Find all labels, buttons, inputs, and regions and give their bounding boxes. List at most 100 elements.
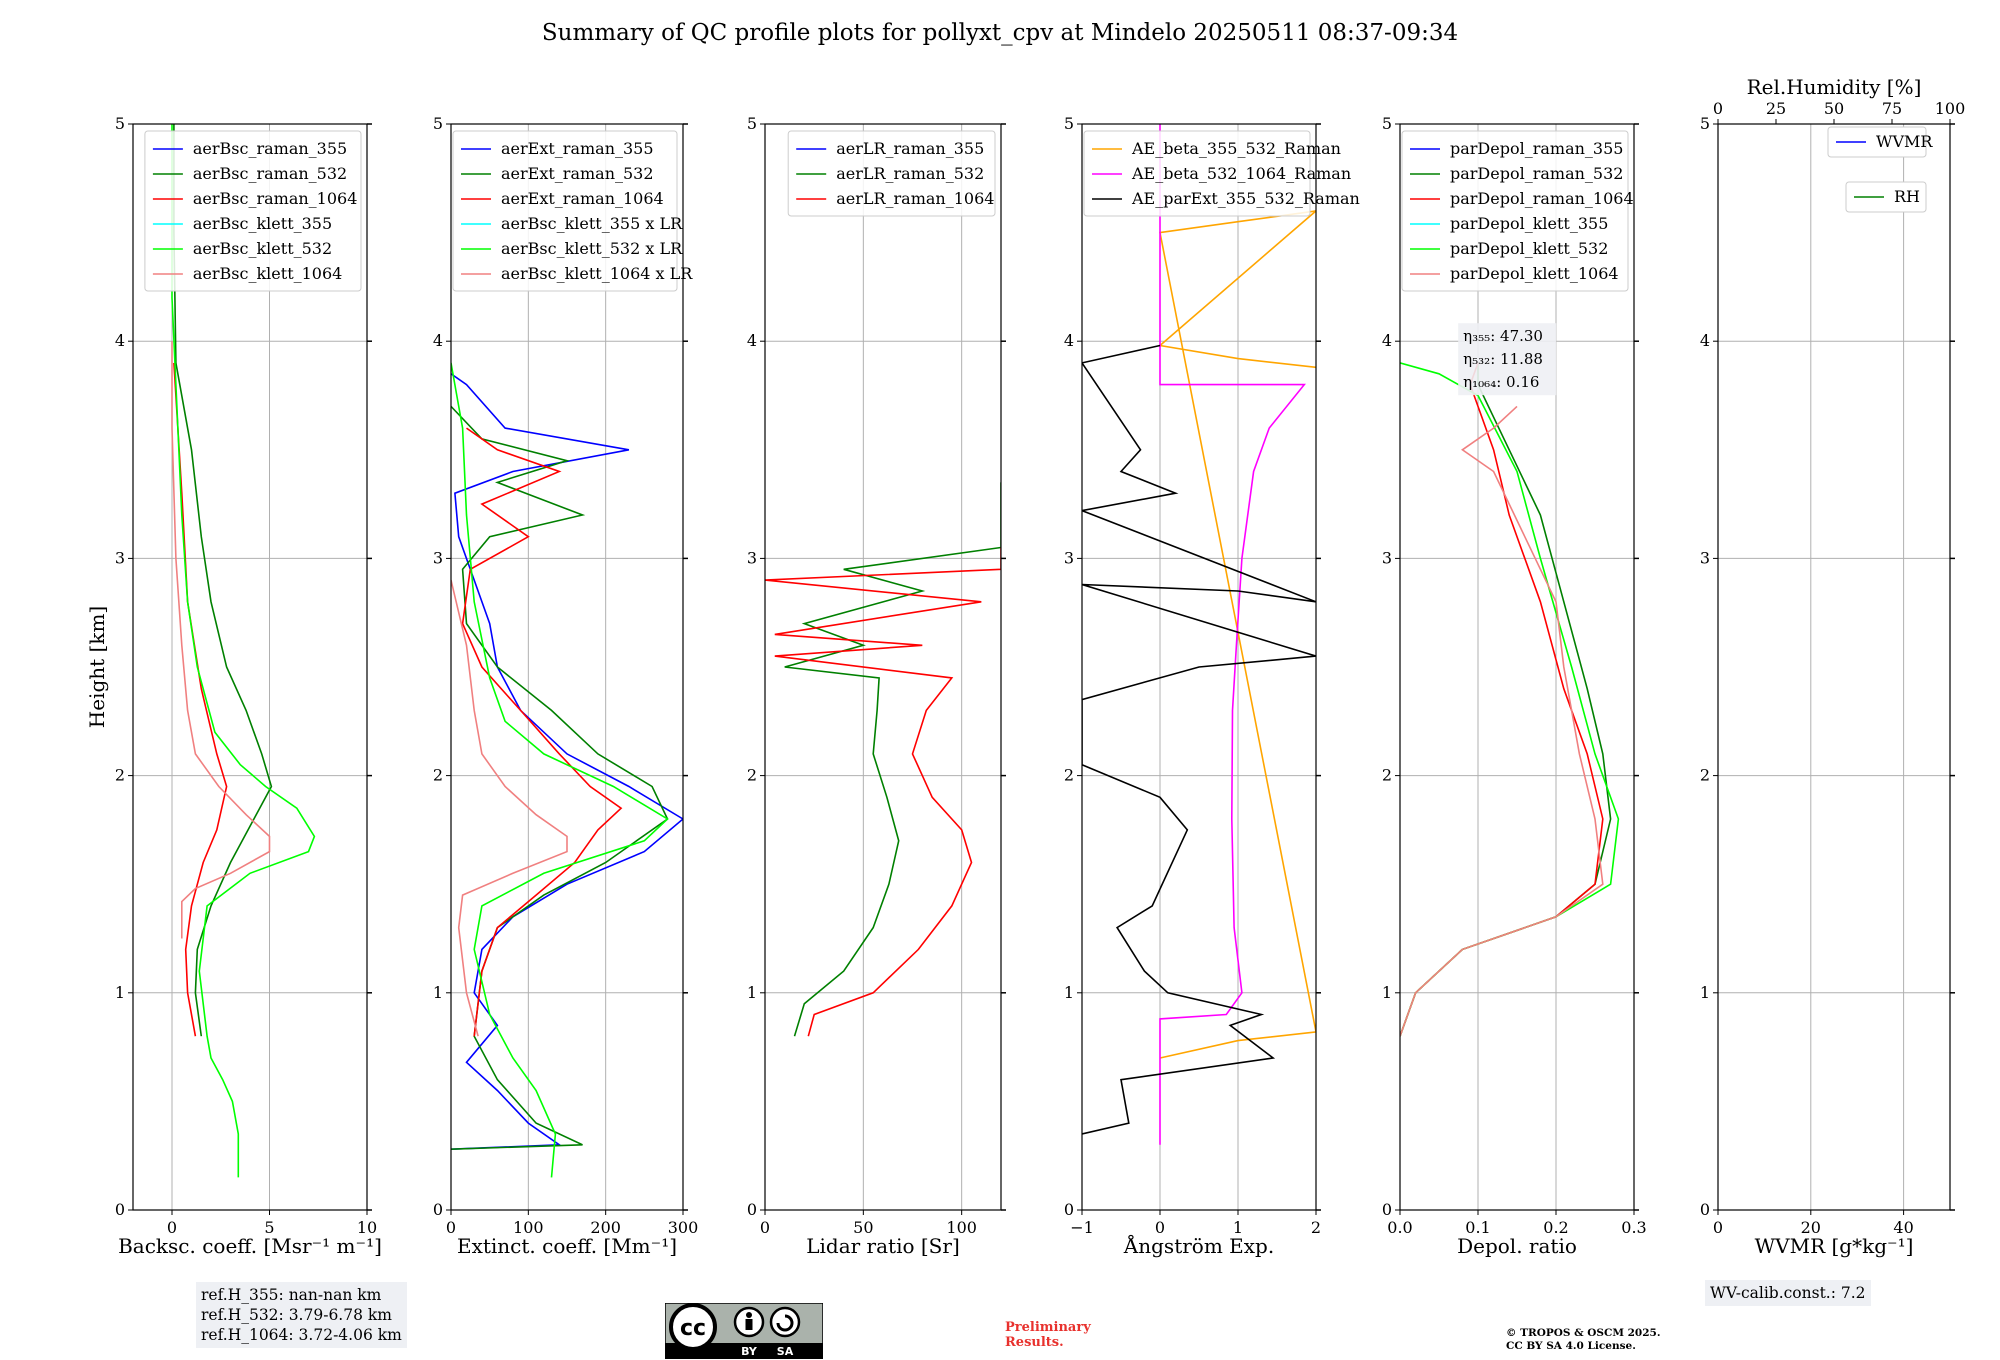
axes-frame bbox=[132, 123, 368, 1211]
svg-text:cc: cc bbox=[680, 1316, 706, 1341]
x-axis-label: Extinct. coeff. [Mm⁻¹] bbox=[457, 1234, 677, 1258]
y-tick-label: 0 bbox=[1064, 1200, 1074, 1219]
series-line-aerExt_raman_1064 bbox=[461, 427, 623, 1037]
series-line-aerExt_raman_355 bbox=[451, 373, 683, 1150]
x-tick-label: 2 bbox=[1311, 1218, 1321, 1237]
panel-2: 0 100 200 300 0 1 2 3 4 5 Extinct. coeff. [Mm⁻¹] ae… bbox=[433, 114, 698, 1258]
ref-height-355: ref.H_355: nan-nan km bbox=[201, 1286, 382, 1304]
series-line-AE_beta_532_1064_Raman bbox=[1159, 124, 1306, 1145]
legend-label: WVMR bbox=[1876, 132, 1933, 151]
copyright-line-1: © TROPOS & OSCM 2025. bbox=[1506, 1327, 1661, 1339]
series-line-aerBsc_klett_532 x LR bbox=[451, 362, 669, 1178]
x-axis-label: Ångström Exp. bbox=[1123, 1233, 1274, 1258]
legend-label: aerExt_raman_532 bbox=[501, 164, 654, 183]
y-tick-label: 3 bbox=[747, 548, 757, 567]
figure-title: Summary of QC profile plots for pollyxt_… bbox=[541, 20, 1459, 46]
legend-label: aerBsc_raman_355 bbox=[193, 139, 347, 158]
x-tick-label: −1 bbox=[1070, 1218, 1094, 1237]
axes-frame bbox=[1717, 123, 1951, 1211]
legend-box bbox=[1083, 130, 1311, 217]
y-tick-label: 4 bbox=[747, 331, 757, 350]
legend-label: parDepol_klett_355 bbox=[1450, 214, 1608, 233]
eta-annotation: η₃₅₅: 47.30 bbox=[1463, 327, 1543, 345]
legend-label: aerBsc_raman_1064 bbox=[193, 189, 358, 208]
y-tick-label: 1 bbox=[115, 983, 125, 1002]
x-tick-label: 0 bbox=[1155, 1218, 1165, 1237]
y-tick-label: 4 bbox=[1382, 331, 1392, 350]
axes-frame bbox=[1081, 123, 1317, 1211]
legend-box bbox=[1845, 181, 1927, 213]
series-line-aerExt_raman_532 bbox=[451, 405, 669, 1150]
legend-label: parDepol_raman_355 bbox=[1450, 139, 1623, 158]
x-tick-label: 50 bbox=[853, 1218, 873, 1237]
legend-label: aerBsc_klett_355 bbox=[193, 214, 332, 233]
copyright-line-2: CC BY SA 4.0 License. bbox=[1506, 1340, 1636, 1352]
series-line-aerBsc_klett_1064 bbox=[171, 341, 271, 939]
x-axis-label: WVMR [g*kg⁻¹] bbox=[1755, 1234, 1914, 1258]
x-tick-label: 20 bbox=[1801, 1218, 1821, 1237]
y-tick-label: 4 bbox=[1064, 331, 1074, 350]
cc-by-sa-icon: cc BY SA bbox=[665, 1303, 823, 1359]
series-line-aerBsc_klett_532 bbox=[171, 124, 316, 1178]
x-tick-label: 5 bbox=[264, 1218, 274, 1237]
y-tick-label: 0 bbox=[1700, 1200, 1710, 1219]
preliminary-line-1: Preliminary bbox=[1005, 1320, 1091, 1335]
series-line-AE_parExt_355_532_Raman bbox=[1082, 344, 1316, 1135]
legend-label: aerLR_raman_355 bbox=[836, 139, 984, 158]
legend-box bbox=[787, 130, 996, 217]
y-tick-label: 0 bbox=[115, 1200, 125, 1219]
y-tick-label: 3 bbox=[1064, 548, 1074, 567]
ref-height-1064: ref.H_1064: 3.72-4.06 km bbox=[201, 1326, 402, 1344]
y-tick-label: 5 bbox=[747, 114, 757, 133]
series-line-parDepol_klett_532 bbox=[1400, 362, 1620, 1037]
legend-label: AE_beta_355_532_Raman bbox=[1131, 139, 1341, 158]
y-tick-label: 2 bbox=[747, 766, 757, 785]
axes-frame bbox=[1399, 123, 1635, 1211]
x-tick-label: 200 bbox=[590, 1218, 621, 1237]
legend-label: aerExt_raman_1064 bbox=[501, 189, 664, 208]
panel-5: 0.0 0.1 0.2 0.3 0 1 2 3 4 5 Depol. ratio parDepol_r… bbox=[1382, 114, 1647, 1258]
legend-label: aerBsc_klett_1064 bbox=[193, 264, 342, 283]
y-tick-label: 5 bbox=[433, 114, 443, 133]
y-tick-label: 4 bbox=[433, 331, 443, 350]
legend-label: aerExt_raman_355 bbox=[501, 139, 654, 158]
top-x-axis-label: Rel.Humidity [%] bbox=[1747, 75, 1922, 99]
y-tick-label: 3 bbox=[1700, 548, 1710, 567]
height-axis-label: Height [km] bbox=[85, 606, 109, 728]
y-tick-label: 1 bbox=[433, 983, 443, 1002]
series-group bbox=[171, 124, 316, 1178]
x-axis-label: Lidar ratio [Sr] bbox=[806, 1234, 960, 1258]
top-x-tick-label: 75 bbox=[1882, 99, 1902, 118]
y-tick-label: 2 bbox=[1064, 766, 1074, 785]
x-tick-label: 0.1 bbox=[1465, 1218, 1490, 1237]
series-line-aerLR_raman_532 bbox=[784, 482, 1001, 1037]
axes-frame bbox=[450, 123, 684, 1211]
x-tick-label: 40 bbox=[1893, 1218, 1913, 1237]
copyright-note: © TROPOS & OSCM 2025. CC BY SA 4.0 Licen… bbox=[1506, 1327, 1661, 1353]
legend-box bbox=[1827, 126, 1927, 158]
legend-label: parDepol_raman_1064 bbox=[1450, 189, 1634, 208]
y-tick-label: 2 bbox=[433, 766, 443, 785]
series-group bbox=[1082, 124, 1316, 1145]
cc-by-label: BY bbox=[741, 1345, 758, 1358]
x-tick-label: 0.2 bbox=[1543, 1218, 1568, 1237]
top-x-tick-label: 25 bbox=[1766, 99, 1786, 118]
legend-label: aerBsc_klett_1064 x LR bbox=[501, 264, 693, 283]
x-axis-label: Backsc. coeff. [Msr⁻¹ m⁻¹] bbox=[118, 1234, 382, 1258]
series-line-aerLR_raman_1064 bbox=[765, 547, 1001, 1037]
y-tick-label: 1 bbox=[1700, 983, 1710, 1002]
top-x-tick-label: 100 bbox=[1935, 99, 1966, 118]
x-tick-label: 10 bbox=[357, 1218, 377, 1237]
y-tick-label: 1 bbox=[747, 983, 757, 1002]
series-group bbox=[451, 362, 683, 1178]
x-tick-label: 0.0 bbox=[1387, 1218, 1412, 1237]
top-x-tick-label: 50 bbox=[1824, 99, 1844, 118]
y-tick-label: 0 bbox=[1382, 1200, 1392, 1219]
x-tick-label: 1 bbox=[1233, 1218, 1243, 1237]
y-tick-label: 4 bbox=[115, 331, 125, 350]
ref-height-532: ref.H_532: 3.79-6.78 km bbox=[201, 1306, 392, 1324]
y-tick-label: 5 bbox=[1382, 114, 1392, 133]
x-tick-label: 0.3 bbox=[1621, 1218, 1646, 1237]
